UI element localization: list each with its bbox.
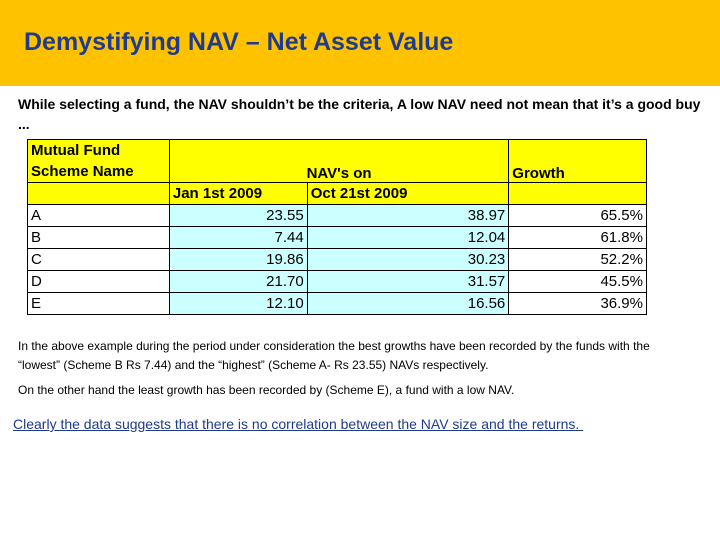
header-scheme-name: Mutual Fund Scheme Name xyxy=(27,139,170,183)
header-date-jan: Jan 1st 2009 xyxy=(168,182,308,205)
table-header-row: Mutual Fund Scheme Name NAV's on Growth xyxy=(27,139,647,183)
nav-oct-cell: 38.97 xyxy=(306,204,510,227)
header-scheme-line1: Mutual Fund xyxy=(31,142,121,159)
table-row: E 12.10 16.56 36.9% xyxy=(27,292,647,315)
least-growth-paragraph: On the other hand the least growth has b… xyxy=(18,383,515,397)
nav-oct-cell: 12.04 xyxy=(306,226,510,249)
nav-oct-cell: 31.57 xyxy=(306,270,510,293)
conclusion-text: Clearly the data suggests that there is … xyxy=(13,416,584,432)
nav-jan-cell: 12.10 xyxy=(168,292,308,315)
header-date-oct: Oct 21st 2009 xyxy=(306,182,510,205)
growth-cell: 52.2% xyxy=(508,248,647,271)
nav-jan-cell: 21.70 xyxy=(168,270,308,293)
explanation-paragraph: In the above example during the period u… xyxy=(18,339,650,372)
nav-table: Mutual Fund Scheme Name NAV's on Growth … xyxy=(27,139,647,315)
slide-subtitle: While selecting a fund, the NAV shouldn’… xyxy=(18,96,701,132)
table-row: A 23.55 38.97 65.5% xyxy=(27,204,647,227)
scheme-cell: E xyxy=(27,292,170,315)
nav-jan-cell: 7.44 xyxy=(168,226,308,249)
header-scheme-line2: Scheme Name xyxy=(31,163,134,180)
slide-title: Demystifying NAV – Net Asset Value xyxy=(24,28,454,56)
nav-oct-cell: 30.23 xyxy=(306,248,510,271)
scheme-cell: B xyxy=(27,226,170,249)
header-nav-on: NAV's on xyxy=(168,139,510,183)
nav-jan-cell: 23.55 xyxy=(168,204,308,227)
table-subheader-row: Jan 1st 2009 Oct 21st 2009 xyxy=(27,182,647,205)
scheme-cell: D xyxy=(27,270,170,293)
header-growth: Growth xyxy=(508,139,647,183)
title-bar: Demystifying NAV – Net Asset Value xyxy=(0,0,720,86)
header-empty-cell xyxy=(27,182,170,205)
nav-oct-cell: 16.56 xyxy=(306,292,510,315)
scheme-cell: A xyxy=(27,204,170,227)
growth-cell: 65.5% xyxy=(508,204,647,227)
table-row: D 21.70 31.57 45.5% xyxy=(27,270,647,293)
table-row: B 7.44 12.04 61.8% xyxy=(27,226,647,249)
growth-cell: 61.8% xyxy=(508,226,647,249)
scheme-cell: C xyxy=(27,248,170,271)
header-empty-cell xyxy=(508,182,647,205)
table-row: C 19.86 30.23 52.2% xyxy=(27,248,647,271)
growth-cell: 36.9% xyxy=(508,292,647,315)
nav-jan-cell: 19.86 xyxy=(168,248,308,271)
growth-cell: 45.5% xyxy=(508,270,647,293)
